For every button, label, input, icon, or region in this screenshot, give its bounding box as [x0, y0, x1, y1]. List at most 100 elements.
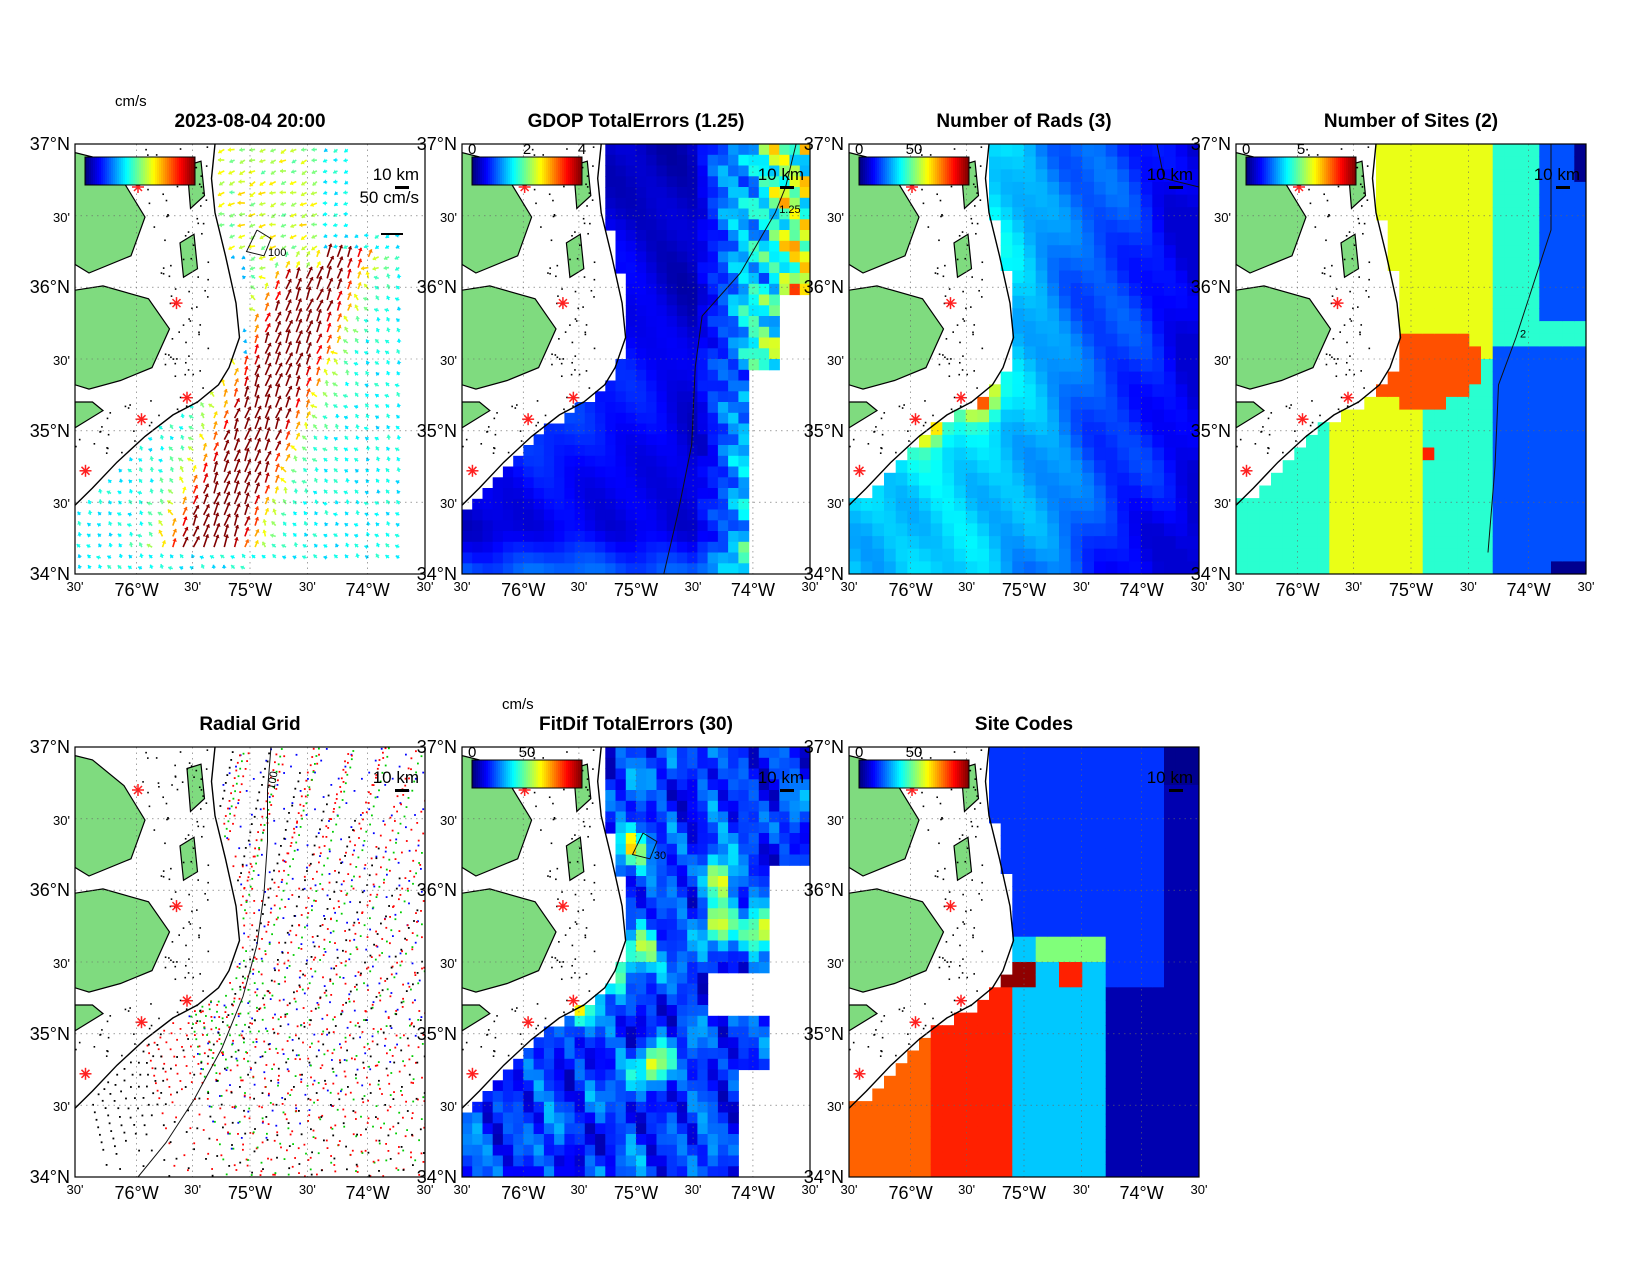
map-field-sitecodes [849, 747, 1199, 1177]
lon-tick-label: 30' [570, 1182, 587, 1197]
radar-site-marker [135, 1016, 148, 1029]
radar-site-marker [522, 1016, 535, 1029]
scale-bar-label: 10 km [1534, 165, 1580, 184]
radar-site-marker [567, 994, 580, 1007]
scale-bar-label: 10 km [373, 768, 419, 787]
lat-tick-label: 36°N [417, 880, 457, 900]
lat-tick-label: 37°N [417, 737, 457, 757]
lat-tick-label: 35°N [417, 421, 457, 441]
isobath-line [137, 747, 272, 1177]
lat-tick-label: 35°N [30, 421, 70, 441]
lat-tick-label: 30' [1214, 210, 1231, 225]
colorbar-tick-label: 50 [519, 744, 536, 761]
panel-title: Site Codes [975, 714, 1073, 735]
lon-tick-label: 75°W [614, 1183, 658, 1203]
colorbar: 0 2 4 [468, 141, 586, 186]
lat-tick-label: 35°N [417, 1024, 457, 1044]
lat-tick-label: 36°N [1191, 277, 1231, 297]
colorbar-units: cm/s [502, 696, 534, 713]
colorbar: cm/s [84, 93, 196, 186]
map-panel-gdop: 1.25 30' 76°W 30' 75°W 30' 74°W 30' 37°N 30' 36°N 3… [417, 111, 819, 600]
lon-tick-label: 76°W [501, 1183, 545, 1203]
lat-tick-label: 35°N [30, 1024, 70, 1044]
lat-tick-label: 30' [53, 1099, 70, 1114]
colorbar-tick-label: 0 [468, 744, 476, 761]
contour-label: 30 [1203, 178, 1215, 190]
contour-line [663, 144, 797, 574]
lon-tick-label: 76°W [1275, 580, 1319, 600]
lat-tick-label: 36°N [804, 880, 844, 900]
lat-tick-label: 34°N [30, 1167, 70, 1187]
colorbar-tick-label: 50 [906, 744, 923, 761]
map-panel-sitecodes: 30' 76°W 30' 75°W 30' 74°W 30' 37°N 30' 36°N 30' 35… [804, 714, 1208, 1203]
scale-bar-label: 10 km [1147, 768, 1193, 787]
radar-site-marker [556, 297, 569, 310]
panel-title: Radial Grid [199, 714, 300, 735]
vector-scale-label: 50 cm/s [359, 188, 419, 207]
lat-tick-label: 35°N [1191, 421, 1231, 441]
lon-tick-label: 74°W [345, 1183, 389, 1203]
radar-site-marker [1331, 297, 1344, 310]
map-panel-fitdif: 30 30' 76°W 30' 75°W 30' 74°W 30' 37°N 30' 36°N 30'… [417, 696, 819, 1203]
colorbar-tick-label: 0 [468, 141, 476, 158]
scale-bar [1556, 186, 1570, 189]
colorbar-tick-label: 4 [578, 141, 586, 158]
colorbar-tick-label: 0 [855, 141, 863, 158]
radar-site-marker [944, 900, 957, 913]
lat-tick-label: 36°N [417, 277, 457, 297]
lat-tick-label: 37°N [417, 134, 457, 154]
lon-tick-label: 30' [802, 579, 819, 594]
lat-tick-label: 30' [827, 813, 844, 828]
lat-tick-label: 37°N [804, 134, 844, 154]
radar-site-marker [522, 413, 535, 426]
lon-tick-label: 30' [1191, 1182, 1208, 1197]
scale-bar-label: 10 km [373, 165, 419, 184]
lat-tick-label: 30' [827, 353, 844, 368]
lon-tick-label: 30' [1345, 579, 1362, 594]
lat-tick-label: 30' [440, 496, 457, 511]
radar-site-marker [1240, 464, 1253, 477]
colorbar-tick-label: 5 [1297, 141, 1305, 158]
radar-site-marker [909, 1016, 922, 1029]
lon-tick-label: 74°W [1119, 1183, 1163, 1203]
colorbar-tick-label: 50 [906, 141, 923, 158]
lat-tick-label: 37°N [804, 737, 844, 757]
map-panel-nsites: 230' 76°W 30' 75°W 30' 74°W 30'37°N30'36°N30'3… [1191, 111, 1595, 600]
radar-site-marker [135, 413, 148, 426]
radar-site-marker [170, 297, 183, 310]
lat-tick-label: 30' [440, 353, 457, 368]
contour-line [1156, 144, 1199, 188]
map-gridlines [75, 144, 425, 574]
contour-label: 2 [1520, 329, 1526, 341]
lat-tick-label: 36°N [804, 277, 844, 297]
scale-bar [395, 789, 409, 792]
contour-label: 1.25 [779, 204, 800, 216]
lon-tick-label: 30' [417, 1182, 434, 1197]
lat-tick-label: 36°N [30, 880, 70, 900]
lon-tick-label: 30' [1578, 579, 1595, 594]
map-frame [461, 746, 811, 1178]
colorbar-tick-label: 0 [1242, 141, 1250, 158]
lon-tick-label: 75°W [228, 1183, 272, 1203]
lon-tick-label: 30' [1191, 579, 1208, 594]
lon-tick-label: 75°W [614, 580, 658, 600]
lat-tick-label: 30' [440, 1099, 457, 1114]
lat-tick-label: 30' [440, 813, 457, 828]
lat-tick-label: 30' [827, 210, 844, 225]
map-field-gdop: 1.25 [462, 144, 810, 574]
colorbar-tick-label: 0 [855, 744, 863, 761]
colorbar: 0 50 [855, 744, 970, 789]
lon-tick-label: 30' [958, 1182, 975, 1197]
panel-title: GDOP TotalErrors (1.25) [528, 111, 745, 132]
lon-tick-label: 30' [685, 579, 702, 594]
lat-tick-label: 30' [53, 813, 70, 828]
scale-bar-label: 10 km [1147, 165, 1193, 184]
lat-tick-label: 30' [53, 353, 70, 368]
radar-site-marker [181, 994, 193, 1007]
map-gridlines [462, 747, 810, 1177]
radar-site-marker [909, 413, 922, 426]
scale-bar [780, 789, 794, 792]
lat-tick-label: 30' [1214, 353, 1231, 368]
colorbar: 0 50 [855, 141, 970, 186]
